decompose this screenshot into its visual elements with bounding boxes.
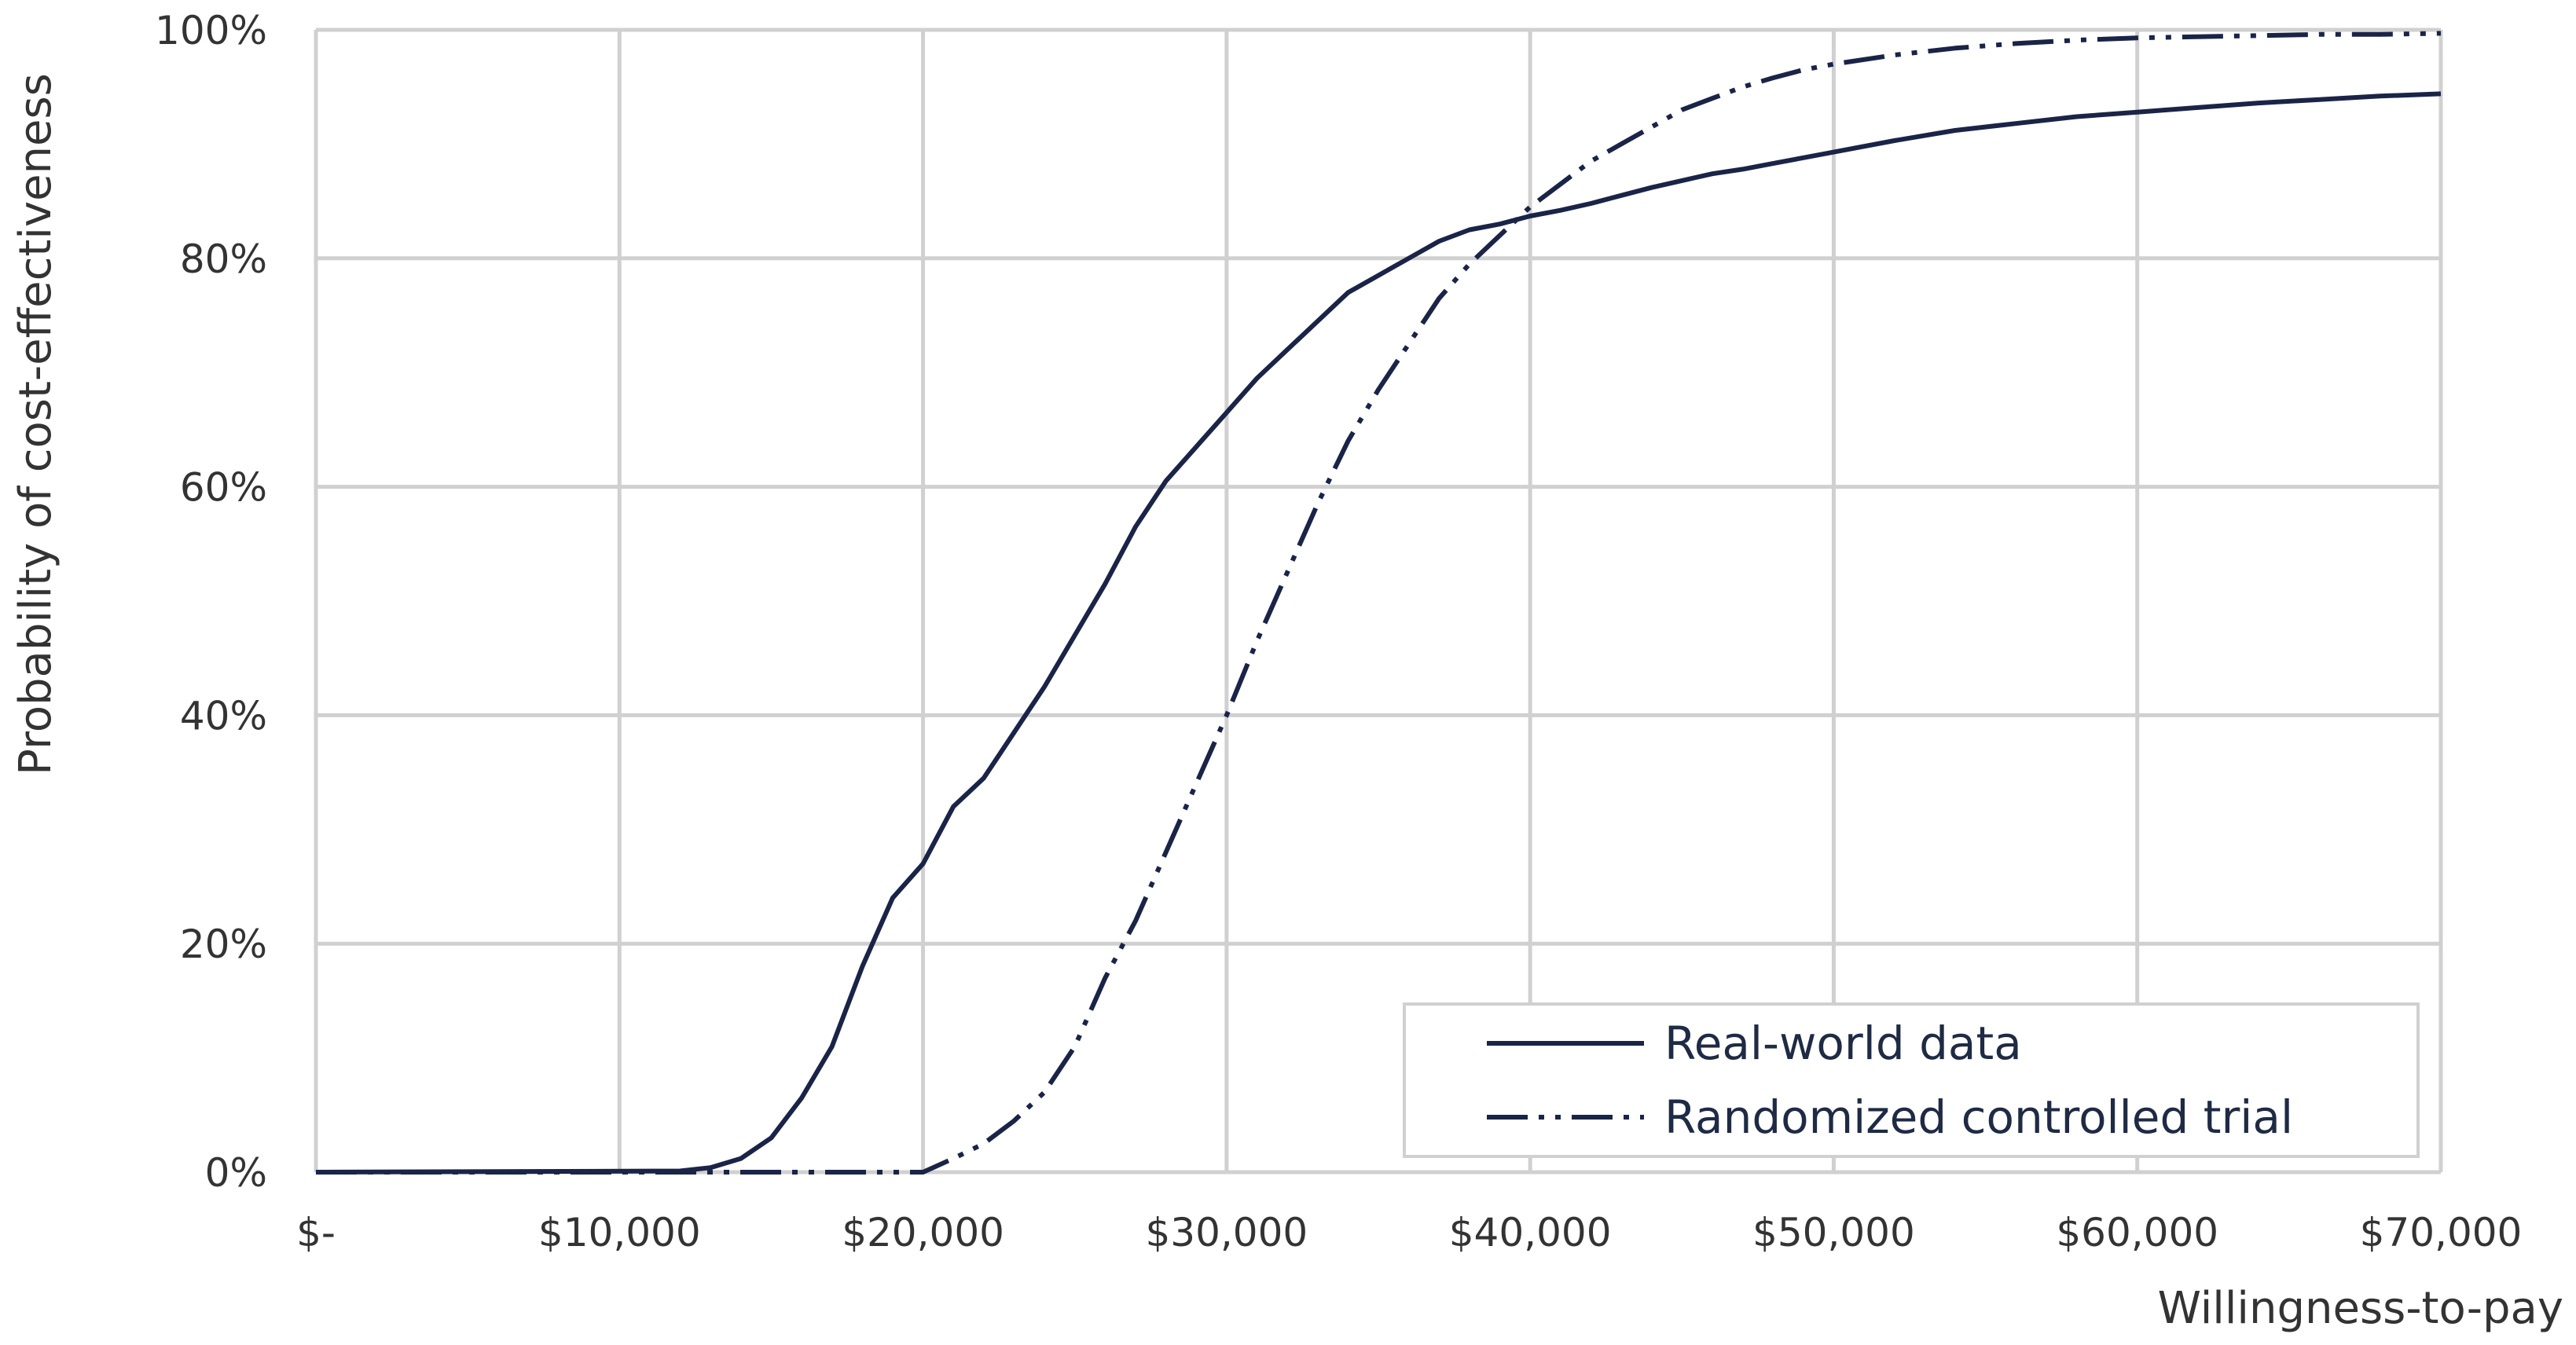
y-tick-label-3: 60% bbox=[180, 465, 267, 511]
x-tick-label-4: $40,000 bbox=[1449, 1210, 1612, 1255]
tick-labels: $- $10,000 $20,000 $30,000 $40,000 $50,000 $60… bbox=[155, 8, 2522, 1255]
x-tick-label-3: $30,000 bbox=[1145, 1210, 1308, 1255]
legend-label-rct: Randomized controlled trial bbox=[1664, 1090, 2293, 1144]
y-axis-title: Probability of cost-effectiveness bbox=[10, 73, 61, 775]
series-lines bbox=[315, 31, 2442, 1175]
series-line-1 bbox=[316, 31, 2442, 1175]
y-tick-label-0: 0% bbox=[205, 1150, 267, 1196]
series-line-0 bbox=[315, 91, 2442, 1175]
y-tick-label-2: 40% bbox=[180, 693, 267, 738]
legend: Real-world data Randomized controlled tr… bbox=[1403, 1002, 2420, 1158]
x-tick-label-6: $60,000 bbox=[2056, 1210, 2218, 1255]
x-tick-label-1: $10,000 bbox=[538, 1210, 701, 1255]
legend-label-real-world: Real-world data bbox=[1664, 1017, 2022, 1070]
x-tick-label-7: $70,000 bbox=[2360, 1210, 2523, 1255]
x-axis-title: Willingness-to-pay bbox=[2158, 1283, 2563, 1334]
x-tick-label-5: $50,000 bbox=[1752, 1210, 1915, 1255]
x-tick-label-2: $20,000 bbox=[842, 1210, 1004, 1255]
y-tick-label-4: 80% bbox=[180, 236, 267, 282]
x-tick-label-0: $- bbox=[296, 1210, 336, 1255]
legend-box bbox=[1403, 1002, 2420, 1158]
y-tick-label-1: 20% bbox=[180, 922, 267, 967]
y-tick-label-5: 100% bbox=[155, 8, 267, 53]
